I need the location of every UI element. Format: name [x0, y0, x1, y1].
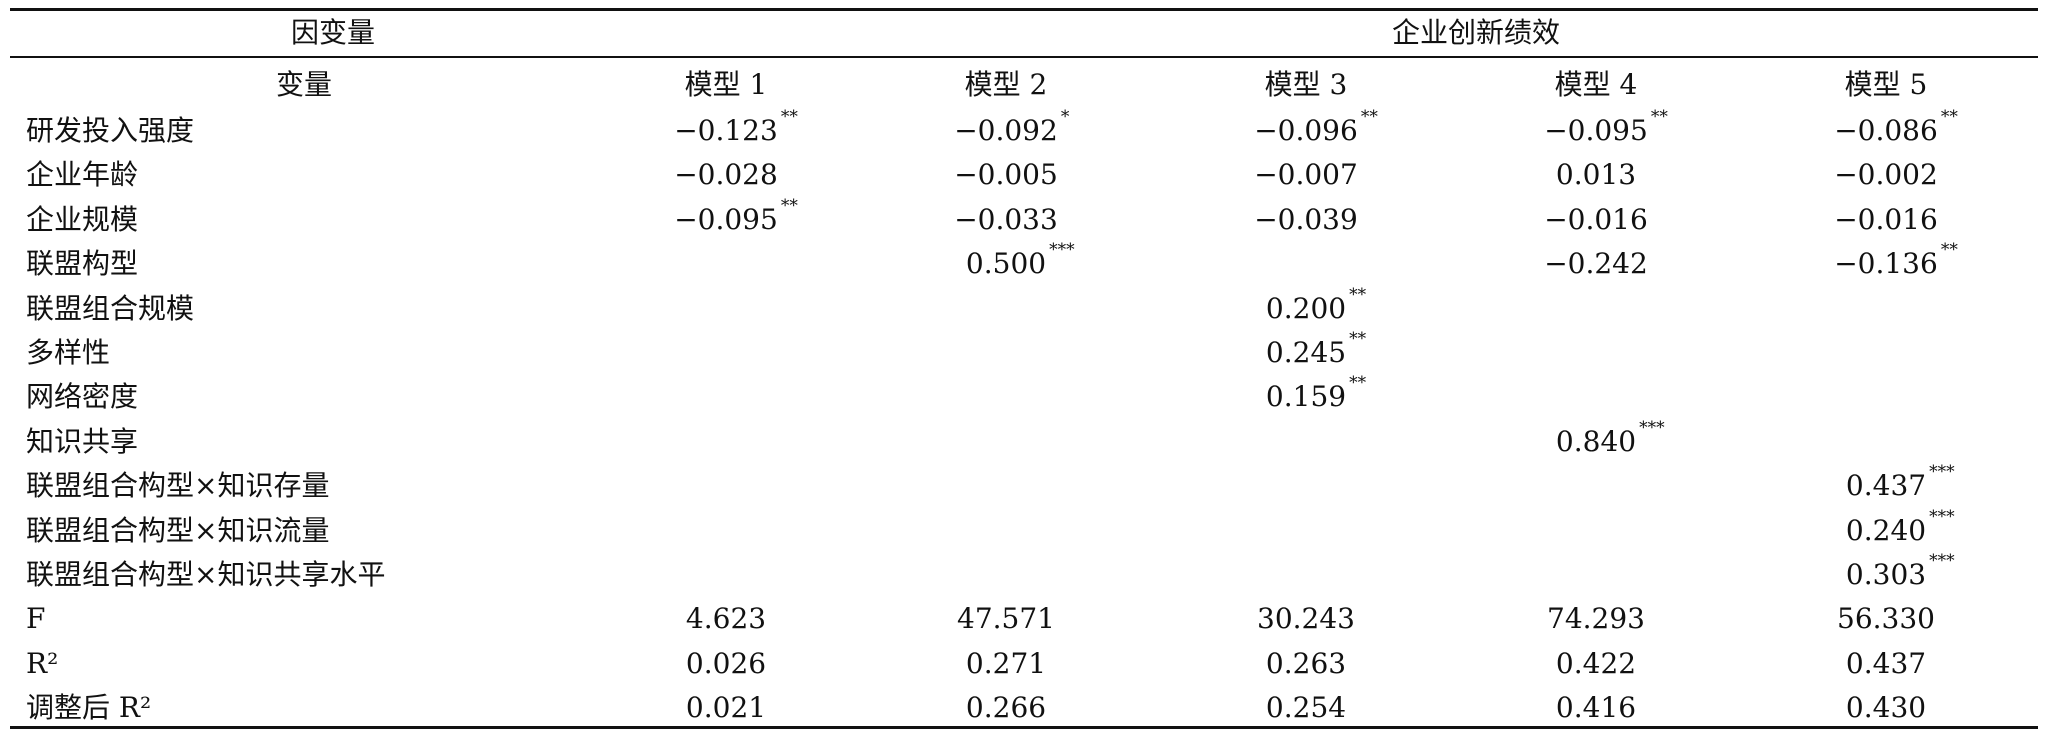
- cell-value: 0.840 ***: [1555, 417, 1665, 458]
- row-label: 研发投入强度: [26, 114, 195, 147]
- cell-value: 0.263: [1265, 646, 1347, 680]
- significance: *: [1060, 107, 1070, 127]
- significance: **: [1360, 107, 1378, 127]
- significance: ***: [1049, 240, 1075, 261]
- bottom-rule: [10, 726, 2038, 729]
- significance: **: [1349, 284, 1367, 305]
- row-label: 企业规模: [26, 202, 139, 236]
- cell-value: 0.303 ***: [1845, 551, 1955, 591]
- model-header: 模型 3: [1264, 68, 1348, 101]
- cell-value: −0.095 **: [674, 195, 798, 236]
- cell-value: −0.028: [674, 158, 778, 192]
- cell-value: −0.016: [1544, 202, 1648, 236]
- significance: ***: [1929, 462, 1955, 483]
- cell-value: 0.254: [1265, 691, 1347, 725]
- row-label: 多样性: [26, 336, 111, 369]
- row-label: 知识共享: [26, 424, 139, 458]
- model-header: 模型 4: [1554, 68, 1638, 101]
- cell-value: 47.571: [957, 602, 1055, 636]
- cell-value: 0.200 **: [1265, 284, 1367, 325]
- significance: **: [1940, 240, 1958, 261]
- row-label: F: [26, 602, 46, 636]
- cell-value: 0.021: [685, 691, 767, 725]
- significance: **: [780, 107, 798, 127]
- significance: ***: [1929, 506, 1955, 527]
- cell-value: −0.007: [1254, 158, 1358, 192]
- variable-label: 变量: [275, 68, 333, 101]
- model-header: 模型 5: [1844, 68, 1928, 101]
- row-label: 联盟组合构型×知识流量: [26, 513, 330, 547]
- cell-value: 0.013: [1555, 158, 1637, 192]
- cell-value: 0.500 ***: [965, 240, 1075, 281]
- model-header: 模型 1: [684, 68, 768, 101]
- top-rule: [10, 8, 2038, 11]
- cell-value: 0.437 ***: [1845, 462, 1955, 503]
- cell-value: −0.005: [954, 158, 1058, 192]
- significance: **: [1349, 329, 1367, 349]
- row-label: 联盟组合规模: [26, 291, 195, 325]
- row-label: 联盟构型: [26, 247, 139, 281]
- cell-value: −0.242: [1544, 247, 1648, 281]
- cell-value: 0.245 **: [1265, 329, 1367, 369]
- significance: ***: [1639, 417, 1665, 438]
- row-label: 联盟组合构型×知识共享水平: [26, 558, 386, 591]
- row-label: 调整后 R²: [26, 691, 152, 725]
- cell-value: 30.243: [1257, 602, 1355, 636]
- cell-value: −0.033: [954, 202, 1058, 236]
- significance: ***: [1929, 551, 1955, 571]
- header-rule: [10, 56, 2038, 58]
- cell-value: 0.416: [1555, 691, 1637, 725]
- cell-value: −0.123 **: [674, 107, 798, 147]
- row-label: 企业年龄: [26, 158, 139, 192]
- cell-value: 0.266: [965, 691, 1047, 725]
- cell-value: 4.623: [685, 602, 767, 636]
- cell-value: 0.430: [1845, 691, 1927, 725]
- cell-value: −0.039: [1254, 202, 1358, 236]
- significance: **: [1940, 107, 1958, 127]
- cell-value: −0.086 **: [1834, 107, 1958, 147]
- cell-value: −0.095 **: [1544, 107, 1668, 147]
- cell-value: −0.016: [1834, 202, 1938, 236]
- cell-value: 0.159 **: [1265, 373, 1367, 414]
- cell-value: −0.092 *: [954, 107, 1070, 147]
- cell-value: 56.330: [1837, 602, 1935, 636]
- cell-value: 74.293: [1547, 602, 1645, 636]
- cell-value: −0.002: [1834, 158, 1938, 192]
- cell-value: −0.136 **: [1834, 240, 1958, 281]
- cell-value: 0.422: [1555, 646, 1637, 680]
- row-label: 联盟组合构型×知识存量: [26, 469, 330, 503]
- dependent-name: 企业创新绩效: [1391, 16, 1561, 49]
- significance: **: [1349, 373, 1367, 394]
- significance: **: [1650, 107, 1668, 127]
- row-label: R²: [26, 646, 59, 680]
- row-label: 网络密度: [26, 380, 139, 414]
- cell-value: 0.240 ***: [1845, 506, 1955, 547]
- model-header: 模型 2: [964, 68, 1048, 101]
- cell-value: −0.096 **: [1254, 107, 1378, 147]
- cell-value: 0.437: [1845, 646, 1927, 680]
- dependent-label: 因变量: [290, 16, 376, 49]
- cell-value: 0.026: [685, 646, 767, 680]
- cell-value: 0.271: [965, 646, 1047, 680]
- significance: **: [780, 195, 798, 216]
